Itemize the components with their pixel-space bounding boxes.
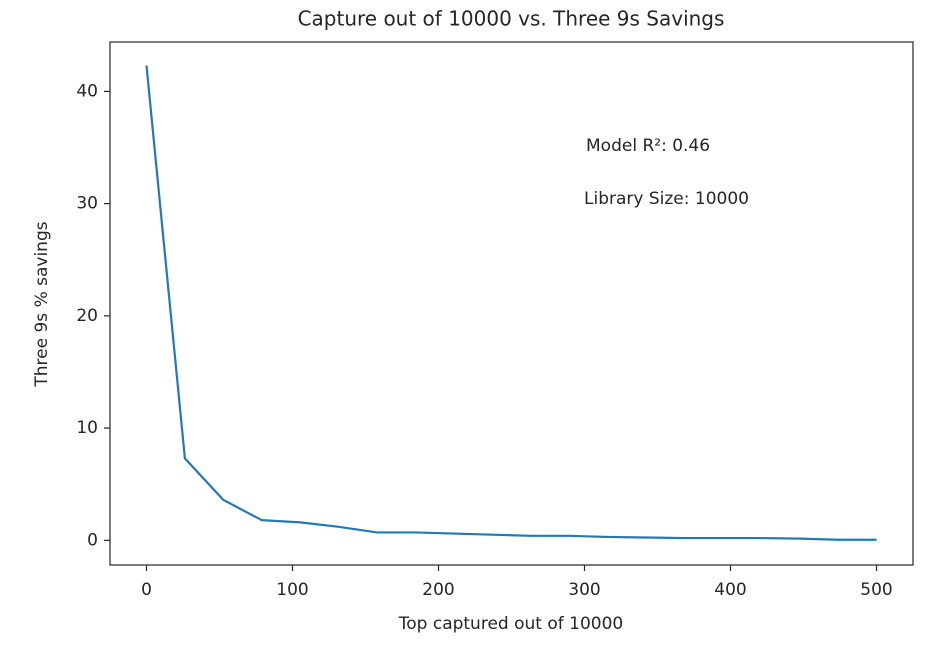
line-series (145, 65, 877, 541)
annotation: Library Size: 10000 (584, 189, 749, 209)
y-tick-label: 30 (76, 194, 98, 214)
y-tick-label: 20 (76, 306, 98, 326)
x-tick-label: 100 (276, 580, 308, 600)
chart-title: Capture out of 10000 vs. Three 9s Saving… (298, 7, 725, 31)
y-tick-label: 0 (87, 530, 98, 550)
x-tick-label: 200 (422, 580, 454, 600)
x-axis-label: Top captured out of 10000 (398, 614, 623, 634)
y-tick-label: 40 (76, 81, 98, 101)
x-tick-label: 500 (860, 580, 892, 600)
x-tick-label: 300 (568, 580, 600, 600)
x-tick-label: 0 (141, 580, 152, 600)
annotation: Model R²: 0.46 (586, 136, 710, 156)
plot-frame (109, 41, 914, 566)
y-axis-label: Three 9s % savings (32, 221, 52, 387)
y-tick-label: 10 (76, 418, 98, 438)
x-tick-label: 400 (714, 580, 746, 600)
